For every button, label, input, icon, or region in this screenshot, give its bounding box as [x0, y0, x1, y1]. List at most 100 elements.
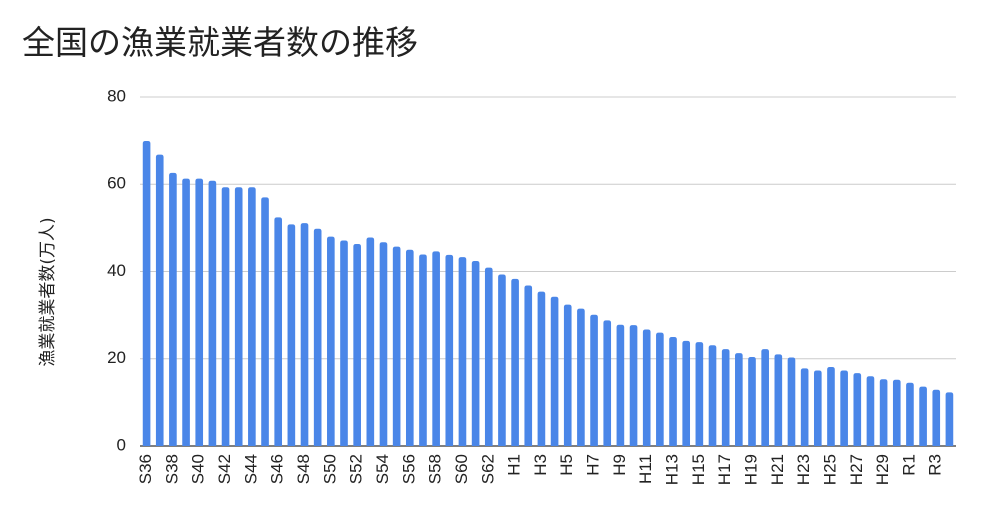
y-tick-label: 20	[107, 348, 126, 367]
bar-S40	[195, 178, 204, 447]
bar-H8	[603, 320, 612, 446]
bar-H22	[787, 357, 796, 446]
bar-S36	[142, 141, 151, 446]
bar-R4	[945, 392, 954, 446]
x-tick-label: R3	[926, 454, 945, 476]
bar-H16	[708, 345, 717, 446]
bar-H23	[800, 368, 809, 446]
bar-S49	[313, 228, 322, 446]
x-tick-label: H27	[847, 454, 866, 485]
x-tick-label: S52	[347, 454, 366, 484]
bars	[142, 141, 954, 447]
y-tick-label: 80	[107, 86, 126, 105]
bar-H28	[866, 376, 875, 446]
bar-H4	[550, 296, 559, 446]
x-tick-label: S50	[320, 454, 339, 484]
x-tick-label: H7	[584, 454, 603, 476]
bar-S38	[169, 172, 177, 446]
x-tick-label: H13	[663, 454, 682, 485]
bar-H7	[590, 314, 598, 446]
bar-S57	[419, 254, 427, 446]
bar-H12	[656, 332, 664, 446]
y-tick-label: 0	[117, 435, 126, 454]
x-tick-label: S36	[136, 454, 155, 484]
bar-S53	[366, 237, 375, 446]
bar-S39	[182, 178, 190, 447]
bar-H6	[577, 308, 585, 446]
x-tick-label: H19	[741, 454, 760, 485]
y-axis-ticks: 0 20 40 60 80	[107, 86, 126, 454]
x-tick-label: H23	[794, 454, 813, 485]
x-tick-label: H11	[636, 454, 655, 484]
bar-H19	[748, 357, 756, 446]
bar-S59	[445, 254, 454, 446]
x-tick-label: S60	[452, 454, 471, 484]
bar-S61	[471, 261, 480, 446]
x-tick-label: S58	[426, 454, 445, 484]
bar-S60	[458, 257, 467, 446]
bar-S46	[274, 217, 283, 446]
x-tick-label: S62	[478, 454, 497, 484]
bar-R2	[919, 386, 927, 446]
bar-H17	[721, 349, 730, 446]
y-axis-label: 漁業就業者数(万人)	[38, 217, 58, 366]
x-tick-label: H5	[557, 454, 576, 476]
chart-title: 全国の漁業就業者数の推移	[22, 23, 418, 62]
bar-S50	[327, 236, 335, 446]
bar-H1	[511, 278, 519, 446]
bar-R3	[932, 389, 941, 446]
bar-S62	[484, 267, 493, 446]
bar-S44	[248, 187, 256, 446]
bar-H21	[774, 354, 783, 446]
x-axis-ticks: S36 S38 S40 S42 S44 S46 S48 S50 S52 S54 S56 S58 S60 S…	[136, 454, 945, 485]
x-tick-label: S42	[215, 454, 234, 484]
x-tick-label: H1	[505, 454, 524, 476]
x-tick-label: H3	[531, 454, 550, 476]
y-tick-label: 40	[107, 261, 126, 280]
bar-S55	[392, 246, 401, 446]
bar-H25	[827, 367, 835, 446]
bar-R1	[906, 382, 914, 446]
bar-S52	[353, 244, 361, 446]
bar-H30	[892, 379, 901, 446]
bar-S42	[221, 187, 230, 446]
x-tick-label: S54	[373, 454, 392, 484]
x-tick-label: S46	[268, 454, 287, 484]
bar-H9	[616, 324, 625, 446]
bar-S56	[405, 249, 414, 446]
y-tick-label: 60	[107, 174, 126, 193]
x-tick-label: S56	[399, 454, 418, 484]
bar-S37	[155, 154, 164, 446]
x-tick-label: H15	[689, 454, 708, 485]
bar-S47	[287, 224, 296, 446]
x-tick-label: S40	[189, 454, 208, 484]
x-tick-label: H17	[715, 454, 734, 485]
bar-H13	[669, 336, 677, 446]
x-tick-label: S44	[241, 454, 260, 484]
bar-S48	[300, 223, 309, 446]
x-tick-label: S48	[294, 454, 313, 484]
bar-S43	[234, 187, 243, 446]
x-tick-label: S38	[162, 454, 181, 484]
bar-H24	[813, 370, 822, 446]
bar-H27	[853, 373, 862, 446]
bar-H10	[629, 325, 638, 446]
bar-H18	[735, 353, 743, 446]
bar-H5	[563, 304, 572, 446]
x-tick-label: H25	[820, 454, 839, 485]
bar-S58	[432, 251, 440, 446]
bar-S41	[208, 180, 217, 446]
bar-H3	[537, 291, 546, 446]
bar-S54	[379, 242, 388, 446]
bar-H2	[524, 285, 533, 446]
bar-H11	[642, 329, 651, 446]
bar-H14	[682, 340, 691, 446]
bar-H20	[761, 349, 769, 446]
x-tick-label: H9	[610, 454, 629, 476]
x-tick-label: R1	[899, 454, 918, 476]
bar-H15	[695, 342, 704, 446]
x-tick-label: H29	[873, 454, 892, 485]
bar-S45	[261, 197, 269, 446]
bar-S51	[340, 240, 348, 446]
